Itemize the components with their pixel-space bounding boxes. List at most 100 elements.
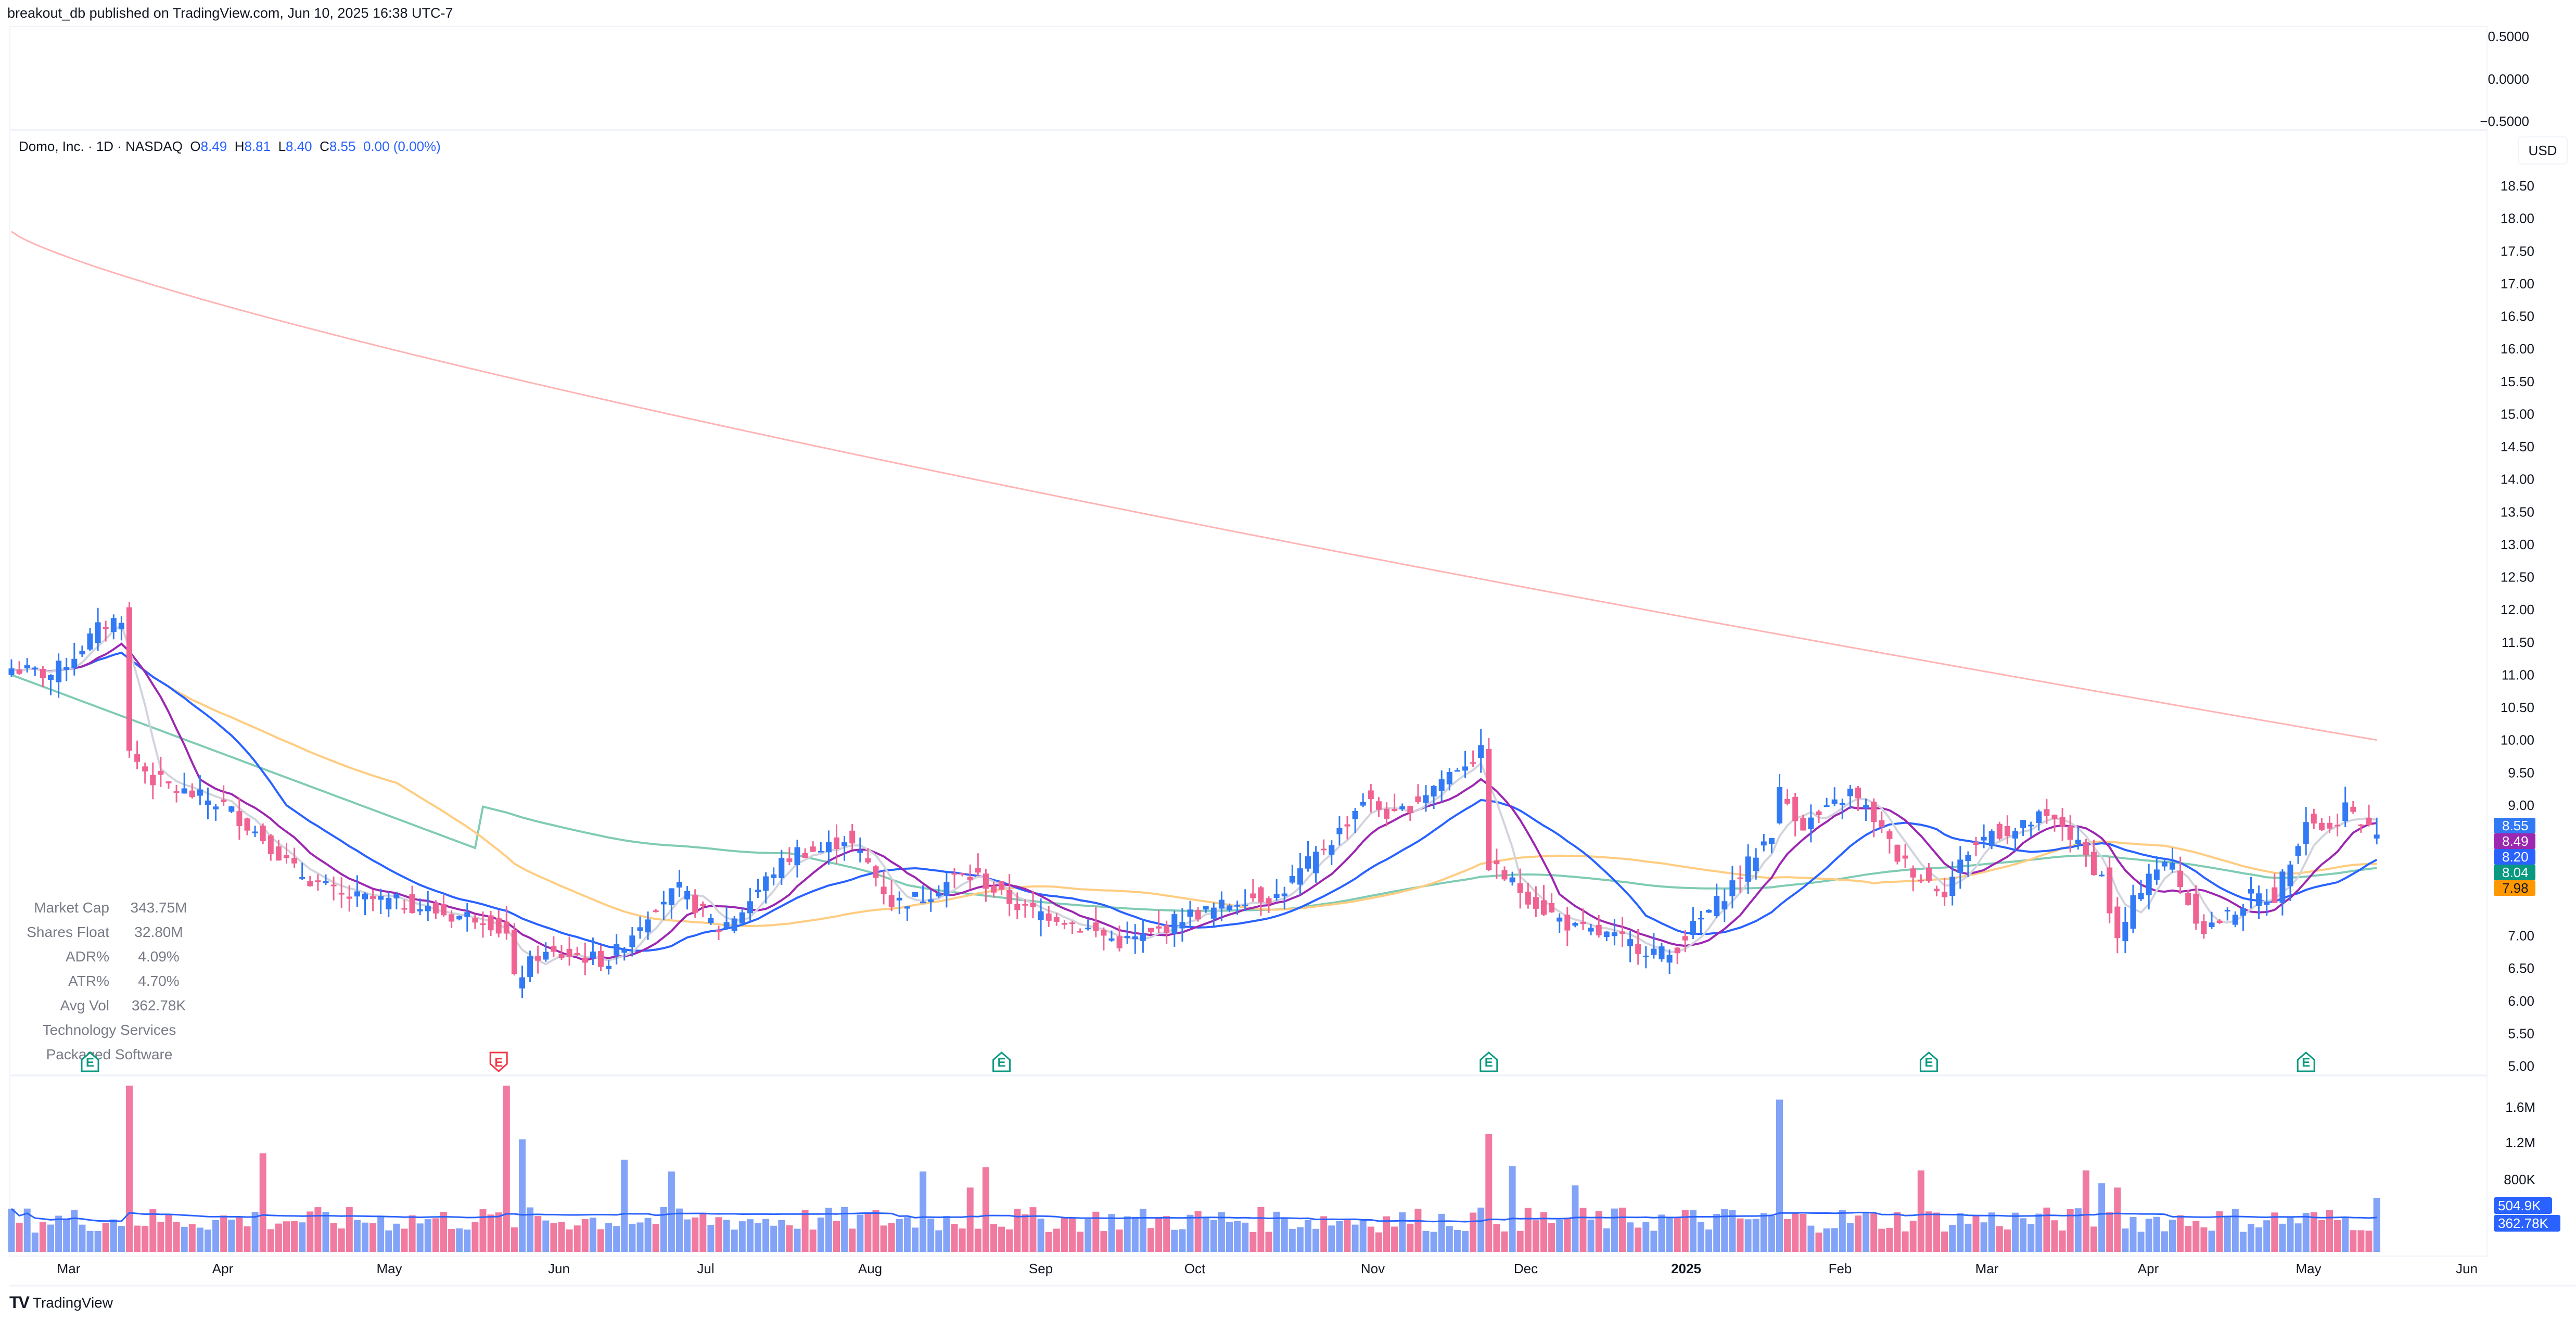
candle-up[interactable] — [1698, 918, 1704, 920]
candle-up[interactable] — [1360, 802, 1366, 806]
candle-down[interactable] — [2044, 809, 2050, 816]
candle-down[interactable] — [103, 627, 109, 629]
candle-up[interactable] — [118, 623, 124, 630]
candle-down[interactable] — [1517, 883, 1523, 893]
candle-down[interactable] — [142, 766, 148, 772]
candle-up[interactable] — [1242, 904, 1248, 906]
candle-up[interactable] — [1171, 914, 1178, 934]
candle-up[interactable] — [1509, 877, 1515, 883]
candle-down[interactable] — [1148, 928, 1154, 933]
candle-up[interactable] — [1721, 901, 1728, 910]
candle-down[interactable] — [535, 955, 541, 961]
candle-down[interactable] — [1415, 796, 1421, 802]
candle-down[interactable] — [849, 830, 856, 844]
candle-down[interactable] — [244, 818, 250, 831]
candle-down[interactable] — [16, 669, 22, 674]
candle-down[interactable] — [1816, 811, 1822, 815]
candle-up[interactable] — [763, 876, 769, 891]
candle-down[interactable] — [260, 826, 266, 841]
candle-up[interactable] — [1085, 928, 1091, 930]
candle-up[interactable] — [2303, 822, 2309, 844]
candle-up[interactable] — [181, 788, 187, 794]
candle-up[interactable] — [2146, 873, 2152, 895]
candle-down[interactable] — [432, 903, 439, 914]
candle-up[interactable] — [252, 831, 258, 833]
candle-up[interactable] — [63, 667, 70, 670]
candle-up[interactable] — [1729, 880, 1736, 896]
candle-up[interactable] — [1957, 859, 1963, 873]
candle-up[interactable] — [1659, 946, 1665, 959]
candle-up[interactable] — [2122, 922, 2128, 942]
candle-up[interactable] — [1210, 907, 1217, 919]
candle-down[interactable] — [189, 790, 195, 797]
candle-up[interactable] — [456, 916, 463, 920]
candle-up[interactable] — [378, 896, 384, 900]
candle-down[interactable] — [975, 868, 981, 873]
candle-down[interactable] — [1619, 931, 1625, 934]
candle-up[interactable] — [943, 882, 950, 896]
candle-up[interactable] — [1336, 828, 1343, 834]
candle-down[interactable] — [1855, 788, 1861, 799]
candle-down[interactable] — [221, 799, 227, 802]
candle-down[interactable] — [1486, 749, 1492, 870]
candle-down[interactable] — [1784, 799, 1791, 804]
candle-down[interactable] — [2051, 815, 2058, 819]
candle-down[interactable] — [1501, 870, 1508, 880]
candle-down[interactable] — [1879, 820, 1885, 827]
candle-up[interactable] — [1808, 817, 1814, 830]
candle-down[interactable] — [338, 893, 345, 895]
candle-up[interactable] — [95, 622, 101, 643]
candle-down[interactable] — [307, 881, 313, 886]
candle-up[interactable] — [1124, 935, 1130, 939]
candle-down[interactable] — [1030, 903, 1036, 907]
candle-up[interactable] — [614, 944, 620, 956]
candle-down[interactable] — [472, 918, 478, 923]
candle-up[interactable] — [464, 912, 470, 917]
candle-down[interactable] — [1116, 936, 1123, 948]
earnings-marker-icon[interactable] — [81, 1051, 99, 1072]
candle-up[interactable] — [708, 918, 714, 923]
candle-up[interactable] — [1446, 771, 1452, 784]
candle-up[interactable] — [629, 935, 635, 947]
candle-up[interactable] — [794, 847, 800, 866]
candle-down[interactable] — [700, 904, 706, 906]
candle-down[interactable] — [1195, 910, 1201, 920]
candle-down[interactable] — [2318, 822, 2325, 830]
candle-down[interactable] — [409, 894, 415, 914]
candle-down[interactable] — [2201, 921, 2207, 934]
candle-up[interactable] — [1038, 911, 1044, 920]
candle-up[interactable] — [1714, 896, 1720, 917]
candle-up[interactable] — [197, 789, 203, 796]
candle-up[interactable] — [668, 888, 674, 906]
candle-down[interactable] — [582, 957, 588, 963]
candle-up[interactable] — [393, 894, 400, 898]
candle-up[interactable] — [1761, 841, 1767, 846]
candle-up[interactable] — [1438, 779, 1445, 791]
candle-up[interactable] — [1603, 931, 1610, 937]
candle-down[interactable] — [1407, 806, 1413, 814]
candle-up[interactable] — [771, 874, 777, 878]
candle-down[interactable] — [598, 951, 604, 967]
candle-down[interactable] — [1525, 891, 1531, 905]
candle-up[interactable] — [1352, 810, 1358, 819]
candle-down[interactable] — [1156, 926, 1162, 929]
candle-down[interactable] — [1250, 893, 1256, 898]
candle-up[interactable] — [739, 912, 745, 924]
candle-up[interactable] — [2240, 908, 2246, 916]
candle-up[interactable] — [660, 902, 667, 905]
candle-down[interactable] — [1996, 823, 2003, 839]
candle-down[interactable] — [480, 923, 486, 925]
candle-up[interactable] — [2256, 893, 2262, 906]
candle-down[interactable] — [1894, 844, 1901, 862]
candle-up[interactable] — [920, 902, 926, 904]
candle-down[interactable] — [1564, 915, 1571, 931]
candle-down[interactable] — [2185, 893, 2191, 905]
candle-up[interactable] — [1988, 831, 1995, 846]
candle-up[interactable] — [1281, 893, 1287, 896]
earnings-marker-icon[interactable] — [1919, 1051, 1938, 1072]
candle-up[interactable] — [637, 927, 643, 931]
candle-down[interactable] — [991, 885, 997, 893]
candle-up[interactable] — [1234, 905, 1241, 907]
candle-down[interactable] — [1792, 796, 1799, 821]
candle-up[interactable] — [1462, 766, 1468, 771]
